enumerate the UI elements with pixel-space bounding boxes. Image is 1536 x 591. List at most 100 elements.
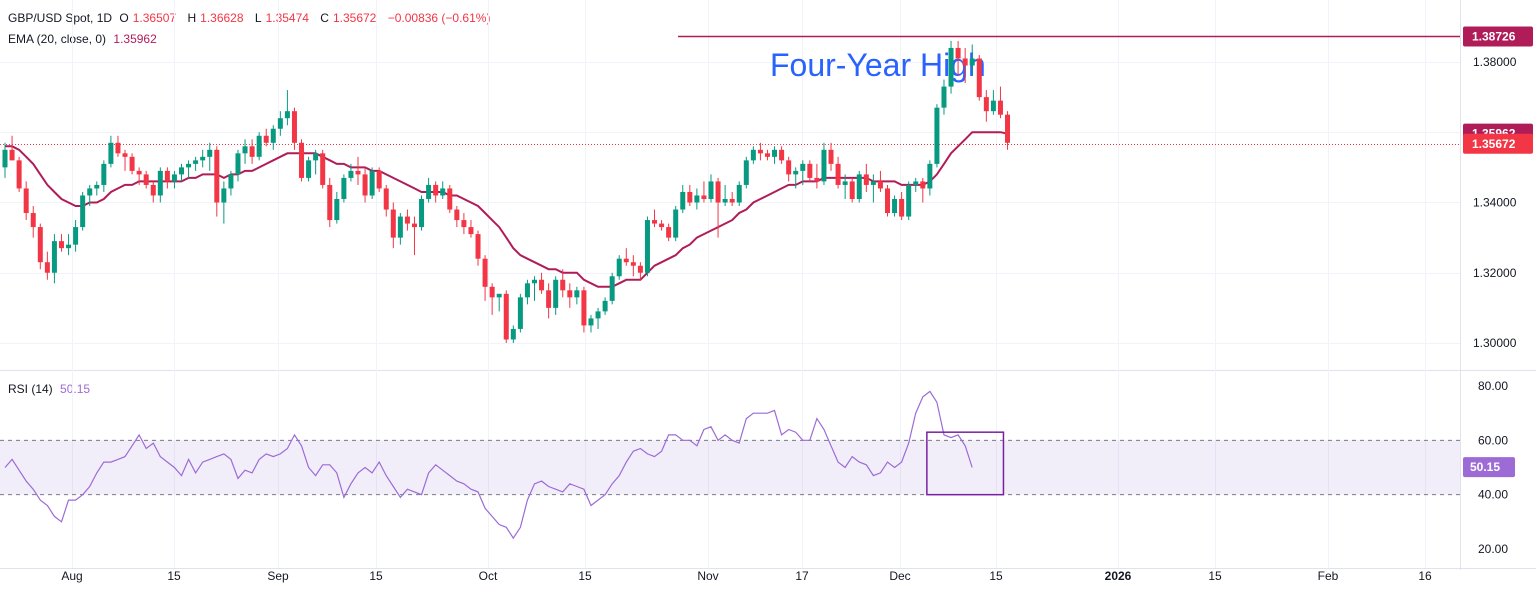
candle [602, 297, 608, 315]
high-value: 1.36628 [200, 11, 244, 25]
candle-body [186, 163, 192, 168]
candle [193, 156, 199, 171]
candle [644, 216, 650, 277]
candle-body [786, 160, 792, 175]
price-tag-bg [1463, 133, 1533, 154]
time-tick-label: 16 [1418, 569, 1432, 583]
candle [80, 191, 86, 231]
candle-body [503, 293, 509, 340]
candle [927, 160, 933, 196]
candle-body [567, 290, 573, 298]
candle-body [157, 170, 163, 196]
candle [736, 181, 742, 207]
candle [892, 195, 898, 217]
candle-body [306, 160, 312, 178]
candle-body [969, 58, 975, 66]
candle [348, 163, 354, 182]
candle [362, 167, 368, 203]
candle-body [348, 170, 354, 178]
rsi-band [0, 440, 1460, 495]
candle [510, 325, 516, 343]
rsi-label: RSI (14) [8, 382, 53, 396]
candle-body [369, 170, 375, 196]
rsi-line [4, 390, 973, 540]
candle-body [800, 163, 806, 171]
change-value: −0.00836 (−0.61%) [387, 11, 491, 25]
candle [66, 234, 72, 256]
candle-body [941, 86, 947, 108]
candle [637, 262, 643, 280]
candle-body [461, 220, 467, 228]
candle [913, 177, 919, 192]
candle [101, 160, 107, 192]
rsi-value: 50.15 [60, 382, 91, 396]
candle-body [94, 184, 100, 189]
candle-body [517, 297, 523, 329]
candle-body [955, 47, 961, 59]
candle-body [37, 227, 43, 263]
candle-body [101, 163, 107, 185]
candle-body [433, 184, 439, 196]
candle [440, 181, 446, 199]
candle-body [228, 174, 234, 189]
candle-body [652, 220, 658, 224]
candle-body [66, 244, 72, 249]
candle [906, 181, 912, 221]
candle-body [983, 97, 989, 112]
candle-body [913, 181, 919, 185]
candle [30, 206, 36, 238]
high-field: H 1.36628 [187, 11, 247, 25]
candle-body [270, 128, 276, 143]
candle-body [447, 188, 453, 210]
candle [701, 181, 707, 203]
candle [885, 184, 890, 217]
candle [962, 47, 968, 84]
candle-body [920, 181, 926, 189]
candle-body [1005, 114, 1011, 143]
candle-body [143, 174, 149, 185]
candle [539, 272, 545, 294]
candle-body [58, 241, 64, 249]
candle-body [87, 188, 93, 196]
candle-body [419, 198, 425, 228]
candle [16, 156, 22, 192]
symbol-label: GBP/USD Spot, 1D [8, 11, 113, 25]
candle-body [750, 149, 756, 161]
candle-body [221, 188, 227, 203]
candle [129, 153, 135, 175]
candle-body [673, 209, 679, 238]
time-tick-label: 15 [369, 569, 383, 583]
candle-body [256, 135, 262, 157]
candle [207, 142, 213, 171]
candle [51, 234, 57, 284]
candle [877, 170, 883, 192]
candle [722, 184, 728, 207]
candle [969, 44, 975, 77]
candle [115, 135, 121, 157]
candle [284, 90, 290, 126]
candle-body [772, 149, 778, 157]
candle-body [242, 146, 248, 154]
candle-body [729, 198, 735, 203]
candle [299, 139, 305, 182]
open-value: 1.36507 [132, 11, 177, 25]
candle-body [623, 258, 629, 263]
candle [673, 206, 679, 242]
candle [482, 255, 488, 301]
candle-body [299, 142, 305, 178]
candle [475, 230, 481, 266]
candle-body [659, 223, 665, 228]
candle-body [284, 111, 290, 119]
candle [616, 255, 622, 280]
candle [327, 177, 333, 228]
close-field: C 1.35672 [320, 11, 380, 25]
candle-body [990, 100, 996, 112]
high-label: H [187, 11, 197, 25]
candle-body [532, 279, 537, 284]
candle [186, 160, 192, 178]
candle-body [171, 174, 177, 182]
candle [108, 135, 114, 168]
candle-body [927, 163, 933, 189]
candle [157, 167, 163, 203]
